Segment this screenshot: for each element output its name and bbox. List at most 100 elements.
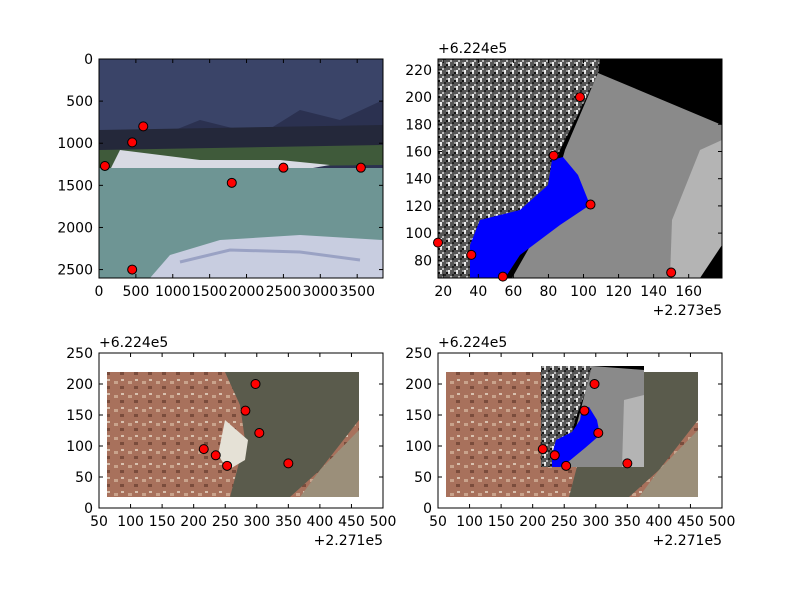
y-tick-label: 0 bbox=[84, 52, 93, 68]
x-tick-label: 400 bbox=[307, 514, 334, 530]
y-tick-label: 50 bbox=[75, 470, 93, 486]
axes-frame bbox=[98, 352, 384, 509]
y-tick-label: 2000 bbox=[57, 220, 93, 236]
x-offset-label: +2.271e5 bbox=[314, 533, 383, 549]
y-tick-label: 100 bbox=[66, 439, 93, 455]
x-tick-label: 150 bbox=[488, 514, 515, 530]
axes-frame bbox=[98, 58, 384, 279]
x-tick-label: 100 bbox=[117, 514, 144, 530]
x-tick-label: 80 bbox=[540, 284, 558, 300]
x-tick-label: 450 bbox=[677, 514, 704, 530]
data-point bbox=[575, 92, 585, 103]
x-tick-label: 120 bbox=[605, 284, 632, 300]
data-point bbox=[222, 460, 233, 471]
x-tick-label: 500 bbox=[370, 514, 397, 530]
y-tick-label: 220 bbox=[405, 63, 432, 79]
data-point bbox=[210, 450, 221, 461]
x-tick-label: 150 bbox=[149, 514, 176, 530]
y-tick-label: 1500 bbox=[57, 178, 93, 194]
x-tick-label: 3500 bbox=[339, 284, 375, 300]
x-tick-label: 40 bbox=[469, 284, 487, 300]
y-tick-label: 200 bbox=[405, 377, 432, 393]
data-point bbox=[666, 267, 677, 278]
x-tick-label: 20 bbox=[434, 284, 452, 300]
data-point bbox=[127, 137, 138, 148]
data-point bbox=[561, 460, 572, 471]
x-tick-label: 500 bbox=[709, 514, 736, 530]
x-tick-label: 140 bbox=[640, 284, 667, 300]
x-tick-label: 50 bbox=[429, 514, 447, 530]
data-point bbox=[549, 450, 560, 461]
y-tick-label: 250 bbox=[405, 346, 432, 362]
photo-background bbox=[99, 59, 383, 278]
x-tick-label: 50 bbox=[90, 514, 108, 530]
y-tick-label: 2500 bbox=[57, 263, 93, 279]
x-offset-label: +2.271e5 bbox=[653, 533, 722, 549]
y-tick-label: 150 bbox=[405, 408, 432, 424]
data-point bbox=[548, 150, 559, 161]
x-tick-label: 250 bbox=[212, 514, 239, 530]
y-tick-label: 160 bbox=[405, 144, 432, 160]
y-tick-label: 200 bbox=[405, 90, 432, 106]
data-point bbox=[497, 271, 508, 282]
x-tick-label: 0 bbox=[95, 284, 104, 300]
y-tick-label: 250 bbox=[66, 346, 93, 362]
data-point bbox=[622, 458, 633, 469]
data-point bbox=[585, 199, 596, 210]
x-tick-label: 100 bbox=[456, 514, 483, 530]
x-tick-label: 200 bbox=[519, 514, 546, 530]
x-tick-label: 1000 bbox=[155, 284, 191, 300]
overlay-background bbox=[446, 366, 698, 497]
x-tick-label: 350 bbox=[275, 514, 302, 530]
y-tick-label: 100 bbox=[405, 439, 432, 455]
x-tick-label: 500 bbox=[123, 284, 150, 300]
data-point bbox=[198, 444, 209, 455]
raster-background bbox=[438, 59, 722, 278]
data-point bbox=[254, 427, 265, 438]
y-tick-label: 500 bbox=[66, 94, 93, 110]
y-tick-label: 0 bbox=[84, 501, 93, 517]
panel-photo: 0 500 1000 1500 2000 2500 3000 3500050010001500… bbox=[57, 52, 384, 300]
panel-overlay: 50 100 150 200 250 300 350 400 450 50005010015020… bbox=[405, 335, 735, 549]
x-tick-label: 250 bbox=[551, 514, 578, 530]
y-offset-label: +6.224e5 bbox=[438, 41, 507, 57]
data-point bbox=[466, 249, 477, 260]
panel-raster: 20 40 60 80 100 120 140 160 80 100 120 140 160 180 200… bbox=[405, 41, 723, 319]
y-tick-label: 150 bbox=[66, 408, 93, 424]
x-tick-label: 1500 bbox=[192, 284, 228, 300]
x-tick-label: 400 bbox=[646, 514, 673, 530]
data-point bbox=[226, 177, 237, 188]
data-point bbox=[355, 162, 366, 173]
x-tick-label: 200 bbox=[180, 514, 207, 530]
x-tick-label: 300 bbox=[582, 514, 609, 530]
x-tick-label: 2000 bbox=[229, 284, 265, 300]
y-tick-label: 120 bbox=[405, 199, 432, 215]
y-tick-label: 200 bbox=[66, 377, 93, 393]
data-point bbox=[537, 444, 548, 455]
x-tick-label: 100 bbox=[570, 284, 597, 300]
data-point bbox=[250, 379, 261, 389]
data-point bbox=[99, 160, 110, 171]
x-offset-label: +2.273e5 bbox=[653, 303, 722, 319]
y-tick-label: 140 bbox=[405, 172, 432, 188]
data-point bbox=[579, 405, 590, 416]
data-point bbox=[240, 405, 251, 416]
x-tick-label: 350 bbox=[614, 514, 641, 530]
x-tick-label: 3000 bbox=[302, 284, 338, 300]
data-point bbox=[433, 237, 443, 248]
axes-frame bbox=[437, 352, 723, 509]
axes-frame bbox=[437, 58, 723, 279]
y-tick-label: 1000 bbox=[57, 136, 93, 152]
x-tick-label: 160 bbox=[675, 284, 702, 300]
data-point bbox=[283, 458, 294, 469]
y-tick-label: 50 bbox=[414, 470, 432, 486]
data-point bbox=[127, 264, 138, 275]
y-offset-label: +6.224e5 bbox=[438, 335, 507, 351]
aerial-background bbox=[107, 372, 359, 497]
x-tick-label: 2500 bbox=[266, 284, 302, 300]
x-tick-label: 300 bbox=[243, 514, 270, 530]
data-point bbox=[138, 121, 149, 132]
y-tick-label: 80 bbox=[414, 253, 432, 269]
data-point bbox=[278, 162, 289, 173]
